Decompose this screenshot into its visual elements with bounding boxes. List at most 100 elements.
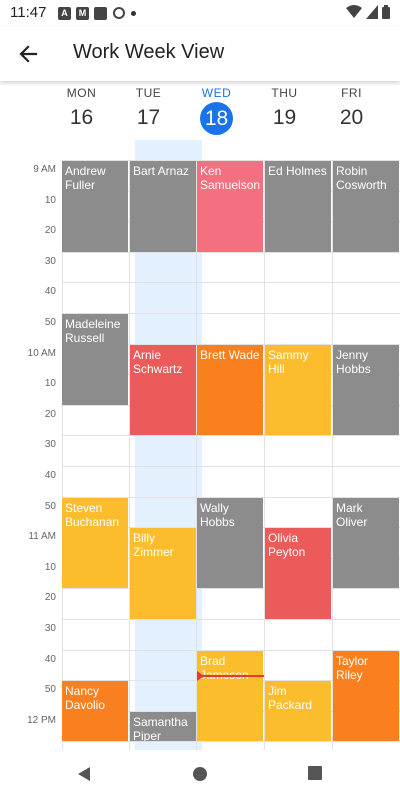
battery-icon (382, 5, 390, 19)
grid-line (62, 251, 400, 253)
time-label: 40 (44, 653, 56, 665)
grid-line (62, 282, 400, 284)
appointment-title: Taylor Riley (336, 653, 369, 682)
grid-line (62, 588, 400, 590)
time-label: 30 (44, 439, 56, 451)
appointment[interactable]: Ken Samuelson (197, 161, 263, 252)
time-label: 9 AM (33, 164, 56, 175)
appointment-title: Wally Hobbs (200, 500, 235, 529)
day-number: 20 (339, 106, 364, 129)
appointment[interactable]: Madeleine Russell (62, 314, 128, 405)
day-header-tue[interactable]: TUE 17 (115, 84, 182, 130)
appointment[interactable]: Andrew Fuller (62, 161, 128, 252)
appointment-title: Arnie Schwartz (133, 347, 183, 376)
grid-line (62, 160, 400, 161)
nav-back-icon[interactable] (76, 766, 92, 782)
time-label: 20 (44, 592, 56, 604)
current-time-line (200, 675, 264, 677)
time-label: 50 (44, 500, 56, 512)
notification-icons: A M (58, 6, 136, 20)
day-number: 19 (272, 106, 297, 129)
day-name: THU (271, 86, 298, 100)
column-divider (62, 160, 63, 750)
appointment-title: Mark Oliver (336, 500, 368, 529)
current-time-marker-icon (197, 671, 204, 681)
appointment-title: Bart Arnaz (133, 164, 190, 178)
appointment-title: Ed Holmes (268, 164, 327, 178)
appointment-title: Madeleine Russell (65, 317, 121, 345)
nav-recents-icon[interactable] (308, 766, 322, 780)
day-name: TUE (135, 86, 162, 100)
appointment[interactable]: Taylor Riley (333, 650, 399, 742)
notification-a-icon: A (58, 6, 71, 20)
time-label: 40 (44, 470, 56, 481)
grid-line (62, 435, 400, 437)
page-title: Work Week View (73, 41, 225, 63)
appointment-title: Steven Buchanan (65, 500, 120, 529)
day-number: 17 (136, 106, 161, 129)
appointment[interactable]: Billy Zimmer (130, 528, 196, 619)
day-name: MON (66, 86, 97, 100)
grid-line (62, 496, 400, 498)
appointment[interactable]: Sammy Hill (265, 344, 331, 436)
day-number: 16 (69, 106, 94, 129)
status-time: 11:47 (10, 4, 47, 21)
appointment-title: Jim Packard (268, 684, 313, 713)
appointment[interactable]: Jim Packard (265, 681, 331, 742)
time-label: 10 AM (27, 347, 56, 359)
grid-line (62, 466, 400, 467)
appointment[interactable]: Ed Holmes (265, 161, 331, 252)
appointment-title: Andrew Fuller (65, 164, 106, 192)
day-header-mon[interactable]: MON 16 (48, 84, 115, 130)
column-divider (264, 160, 265, 750)
day-name: FRI (341, 86, 362, 100)
day-header-thu[interactable]: THU 19 (251, 84, 318, 130)
save-icon (94, 6, 107, 20)
appointment-title: Sammy Hill (268, 347, 309, 376)
appointment[interactable]: Brad Jameson (197, 650, 263, 742)
grid-line (62, 313, 400, 314)
time-label: 50 (44, 317, 56, 328)
appointment[interactable]: Arnie Schwartz (130, 344, 196, 436)
status-bar: 11:47 A M (0, 0, 400, 26)
nav-home-icon[interactable] (192, 766, 208, 782)
more-notifications-dot-icon (131, 10, 136, 16)
appointment[interactable]: Nancy Davolio (62, 681, 128, 742)
time-label: 12 PM (27, 714, 56, 726)
appointment[interactable]: Brett Wade (197, 344, 263, 436)
time-label: 40 (44, 286, 56, 298)
column-divider (332, 160, 333, 750)
appointment[interactable]: Bart Arnaz (130, 161, 196, 252)
time-label: 30 (44, 255, 56, 267)
grid-line (62, 649, 400, 651)
appointment[interactable]: Steven Buchanan (62, 497, 128, 589)
appointment[interactable]: Wally Hobbs (197, 497, 263, 589)
appointment-title: Robin Cosworth (336, 164, 387, 192)
signal-icon (366, 5, 378, 19)
appointment-title: Billy Zimmer (133, 531, 174, 560)
today-badge: 18 (200, 102, 233, 135)
time-label: 30 (44, 623, 56, 634)
day-header-wed-today[interactable]: WED 18 (183, 84, 250, 135)
grid-line (62, 619, 400, 620)
back-button[interactable] (12, 38, 44, 70)
day-header-fri[interactable]: FRI 20 (318, 84, 385, 130)
appointment[interactable]: Mark Oliver (333, 497, 399, 589)
arrow-back-icon (19, 45, 38, 63)
time-label: 50 (44, 684, 56, 696)
appointment[interactable]: Robin Cosworth (333, 161, 399, 252)
appointment[interactable]: Jenny Hobbs (333, 344, 399, 436)
app-bar: Work Week View (0, 26, 400, 81)
appointment-title: Jenny Hobbs (336, 347, 371, 376)
column-divider (196, 160, 197, 750)
system-navigation-bar (0, 750, 400, 800)
appointment[interactable]: Samantha Piper (130, 711, 196, 742)
appointment[interactable]: Olivia Peyton (265, 528, 331, 619)
time-label: 20 (44, 225, 56, 237)
appointment-title: Olivia Peyton (268, 531, 306, 560)
appointment-title: Nancy Davolio (65, 684, 106, 713)
sync-icon (113, 7, 125, 19)
system-icons (346, 5, 390, 19)
time-label: 10 (44, 561, 56, 573)
day-name: WED (201, 86, 232, 100)
